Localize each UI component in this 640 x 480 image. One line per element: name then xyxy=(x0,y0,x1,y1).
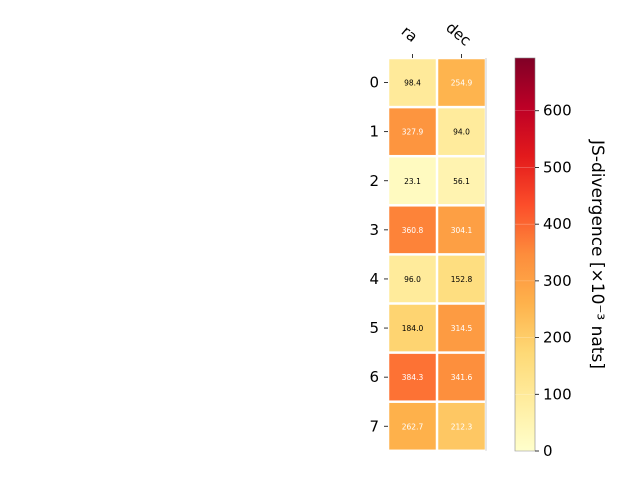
colorbar-tick-label: 500 xyxy=(543,158,572,176)
heatmap-cell-ra-6 xyxy=(389,353,436,401)
colorbar-tick-label: 400 xyxy=(543,215,572,233)
heatmap-cell-ra-5 xyxy=(389,304,436,352)
colorbar-tick-label: 300 xyxy=(543,272,572,290)
row-label-7: 7 xyxy=(369,417,379,435)
row-label-2: 2 xyxy=(369,172,379,190)
cell-value-label: 98.4 xyxy=(404,79,421,88)
heatmap-cell-dec-0 xyxy=(438,59,485,106)
cell-value-label: 184.0 xyxy=(402,324,424,333)
heatmap-cell-dec-2 xyxy=(438,157,485,205)
row-label-5: 5 xyxy=(369,319,379,337)
heatmap-cells: 98.4 254.9 327.9 94.0 23.1 56.1 360.8 304.1 96.0… xyxy=(389,59,485,450)
heatmap-cell-ra-0 xyxy=(389,59,436,106)
row-label-1: 1 xyxy=(369,123,379,141)
cell-value-label: 327.9 xyxy=(402,128,424,137)
colorbar-tick-label: 200 xyxy=(543,329,572,347)
cell-value-label: 23.1 xyxy=(404,177,421,186)
heatmap-cell-dec-7 xyxy=(438,402,485,450)
heatmap-cell-dec-1 xyxy=(438,108,485,155)
colorbar: 0 100 200 300 400 500 600 JS-divergence [×10⁻³ … xyxy=(514,57,607,460)
heatmap-cell-ra-1 xyxy=(389,108,436,155)
heatmap-cell-dec-3 xyxy=(438,206,485,254)
colorbar-tick-label: 0 xyxy=(543,442,553,460)
heatmap-cell-ra-2 xyxy=(389,157,436,205)
cell-value-label: 360.8 xyxy=(402,226,424,235)
cell-value-label: 314.5 xyxy=(451,324,473,333)
row-label-6: 6 xyxy=(369,368,379,386)
heatmap-cell-ra-4 xyxy=(389,255,436,303)
heatmap-cell-dec-4 xyxy=(438,255,485,303)
cell-value-label: 96.0 xyxy=(404,275,421,284)
row-label-0: 0 xyxy=(369,74,379,92)
cell-value-label: 341.6 xyxy=(451,373,473,382)
cell-value-label: 262.7 xyxy=(402,422,424,431)
row-label-3: 3 xyxy=(369,221,379,239)
cell-value-label: 384.3 xyxy=(402,373,424,382)
heatmap-cell-dec-5 xyxy=(438,304,485,352)
column-label-ra: ra xyxy=(398,22,421,46)
colorbar-tick-label: 100 xyxy=(543,385,572,403)
heatmap-cell-dec-6 xyxy=(438,353,485,401)
colorbar-label: JS-divergence [×10⁻³ nats] xyxy=(587,139,607,369)
cell-value-label: 56.1 xyxy=(453,177,470,186)
cell-value-label: 152.8 xyxy=(451,275,473,284)
colorbar-gradient xyxy=(514,57,536,452)
column-label-dec: dec xyxy=(442,18,474,49)
cell-value-label: 304.1 xyxy=(451,226,473,235)
cell-value-label: 212.3 xyxy=(451,422,473,431)
heatmap-cell-ra-3 xyxy=(389,206,436,254)
row-label-4: 4 xyxy=(369,270,379,288)
cell-value-label: 94.0 xyxy=(453,128,470,137)
colorbar-tick-label: 600 xyxy=(543,102,572,120)
cell-value-label: 254.9 xyxy=(451,79,473,88)
heatmap-cell-ra-7 xyxy=(389,402,436,450)
